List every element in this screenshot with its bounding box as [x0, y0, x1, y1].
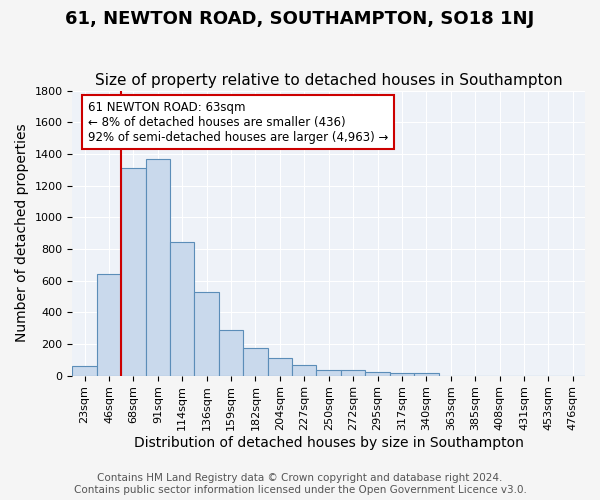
Bar [414, 373, 439, 376]
Bar [390, 373, 414, 376]
Text: 61 NEWTON ROAD: 63sqm
← 8% of detached houses are smaller (436)
92% of semi-deta: 61 NEWTON ROAD: 63sqm ← 8% of detached h… [88, 100, 388, 144]
Text: Contains HM Land Registry data © Crown copyright and database right 2024.
Contai: Contains HM Land Registry data © Crown c… [74, 474, 526, 495]
Title: Size of property relative to detached houses in Southampton: Size of property relative to detached ho… [95, 73, 563, 88]
Bar [243, 348, 268, 376]
Bar [146, 158, 170, 376]
Bar [219, 330, 243, 376]
Bar [316, 370, 341, 376]
Bar [268, 358, 292, 376]
Bar [365, 372, 390, 376]
Bar [292, 364, 316, 376]
Y-axis label: Number of detached properties: Number of detached properties [15, 124, 29, 342]
Bar [194, 292, 219, 376]
Bar [97, 274, 121, 376]
Bar [121, 168, 146, 376]
Text: 61, NEWTON ROAD, SOUTHAMPTON, SO18 1NJ: 61, NEWTON ROAD, SOUTHAMPTON, SO18 1NJ [65, 10, 535, 28]
Bar [341, 370, 365, 376]
Bar [73, 366, 97, 376]
X-axis label: Distribution of detached houses by size in Southampton: Distribution of detached houses by size … [134, 436, 524, 450]
Bar [170, 242, 194, 376]
